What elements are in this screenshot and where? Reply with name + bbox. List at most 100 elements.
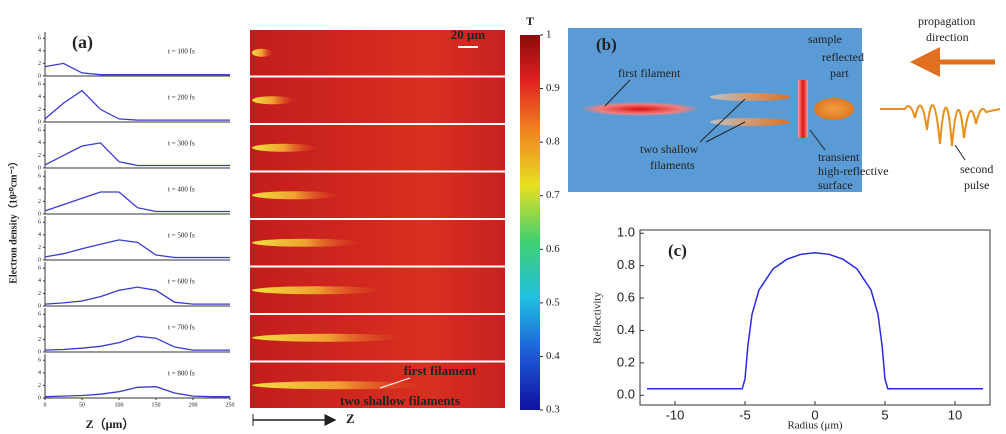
panel-label: (a) — [72, 32, 93, 53]
filament — [252, 191, 338, 200]
reflected-part — [814, 98, 854, 120]
surface-label: surface — [818, 178, 853, 192]
density-line — [44, 191, 230, 213]
y-tick-label: 2 — [38, 291, 41, 297]
scale-label: 20 μm — [451, 27, 486, 42]
y-tick-label: 2 — [38, 337, 41, 343]
pointer — [705, 121, 746, 143]
density-line — [44, 62, 230, 76]
x-axis-label: Z（μm） — [86, 416, 135, 431]
colorbar-tick-label: 0.9 — [546, 82, 560, 94]
propagation-label: propagation — [918, 14, 975, 28]
shallow-filament — [710, 118, 790, 126]
filament — [252, 381, 426, 390]
y-tick-label: 6 — [38, 266, 41, 272]
y-tick-label: 0.2 — [617, 354, 635, 369]
y-tick-label: 2 — [38, 199, 41, 205]
colorbar-tick-label: 0.3 — [546, 404, 560, 416]
y-axis-label: Electron density（10²⁰cm⁻³） — [6, 156, 19, 284]
reflectivity-line — [647, 251, 983, 390]
density-line — [44, 286, 230, 305]
time-label: t = 100 fs — [168, 48, 195, 56]
y-tick-label: 4 — [38, 48, 41, 54]
filament — [252, 96, 294, 105]
density-line — [44, 239, 230, 259]
density-line — [44, 386, 230, 398]
y-tick-label: 0 — [38, 303, 41, 309]
colorbar-tick-label: 0.8 — [546, 136, 560, 148]
y-tick-label: 4 — [38, 186, 41, 192]
y-tick-label: 0 — [38, 349, 41, 355]
y-tick-label: 0.0 — [617, 387, 635, 402]
y-tick-label: 6 — [38, 220, 41, 226]
reflected-label: part — [830, 66, 849, 80]
density-line — [44, 89, 230, 121]
filament — [252, 143, 316, 152]
y-tick-label: 6 — [38, 36, 41, 42]
shallow-filament — [710, 93, 790, 101]
annotation: two shallow filaments — [340, 393, 460, 408]
x-tick-label: 0 — [811, 407, 818, 422]
x-tick-label: -10 — [666, 407, 685, 422]
y-tick-label: 0 — [38, 73, 41, 79]
colorbar — [520, 35, 540, 410]
filament — [252, 238, 360, 247]
y-tick-label: 2 — [38, 245, 41, 251]
time-label: t = 200 fs — [168, 94, 195, 102]
y-tick-label: 2 — [38, 61, 41, 67]
pulse-label: second — [960, 162, 993, 176]
filament — [252, 286, 382, 295]
y-tick-label: 4 — [38, 324, 41, 330]
x-tick-label: 250 — [226, 402, 235, 408]
y-tick-label: 6 — [38, 128, 41, 134]
surface-label: high-reflective — [818, 164, 889, 178]
density-line — [44, 335, 230, 351]
first-filament-label: first filament — [618, 66, 681, 80]
time-label: t = 800 fs — [168, 370, 195, 378]
time-label: t = 500 fs — [168, 232, 195, 240]
y-tick-label: 2 — [38, 107, 41, 113]
surface-label: transient — [818, 150, 860, 164]
colorbar-tick-label: 0.7 — [546, 189, 560, 201]
y-tick-label: 0 — [38, 257, 41, 263]
pointer — [954, 144, 966, 161]
time-label: t = 600 fs — [168, 278, 195, 286]
x-tick-label: 100 — [115, 402, 124, 408]
y-tick-label: 4 — [38, 94, 41, 100]
pointer — [809, 129, 826, 151]
z-label: Z — [346, 411, 355, 426]
y-tick-label: 6 — [38, 358, 41, 364]
colorbar-tick-label: 0.4 — [546, 350, 560, 362]
y-tick-label: 0 — [38, 165, 41, 171]
x-axis-label: Radius (μm) — [787, 420, 842, 432]
x-tick-label: 0 — [44, 402, 47, 408]
y-tick-label: 0.6 — [617, 289, 635, 304]
shallow-label: filaments — [650, 158, 695, 172]
time-label: t = 300 fs — [168, 140, 195, 148]
y-tick-label: 4 — [38, 278, 41, 284]
y-tick-label: 0.4 — [617, 322, 635, 337]
second-pulse — [880, 104, 1001, 147]
y-tick-label: 1.0 — [617, 225, 635, 240]
x-tick-label: 10 — [948, 407, 962, 422]
colorbar-tick-label: 0.6 — [546, 243, 560, 255]
x-tick-label: 200 — [189, 402, 198, 408]
y-tick-label: 4 — [38, 140, 41, 146]
x-tick-label: -5 — [739, 407, 751, 422]
panel-label: (c) — [668, 241, 687, 260]
filament — [252, 333, 404, 342]
y-tick-label: 2 — [38, 383, 41, 389]
y-tick-label: 4 — [38, 232, 41, 238]
shallow-label: two shallow — [640, 142, 699, 156]
time-label: t = 700 fs — [168, 324, 195, 332]
heatmap-strip — [250, 30, 505, 76]
y-axis-label: Reflectivity — [592, 292, 604, 344]
pointer — [379, 377, 411, 389]
pointer — [699, 98, 746, 143]
y-tick-label: 6 — [38, 82, 41, 88]
y-tick-label: 4 — [38, 370, 41, 376]
filament — [252, 48, 272, 57]
density-line — [44, 142, 230, 167]
pulse-label: pulse — [964, 178, 989, 192]
